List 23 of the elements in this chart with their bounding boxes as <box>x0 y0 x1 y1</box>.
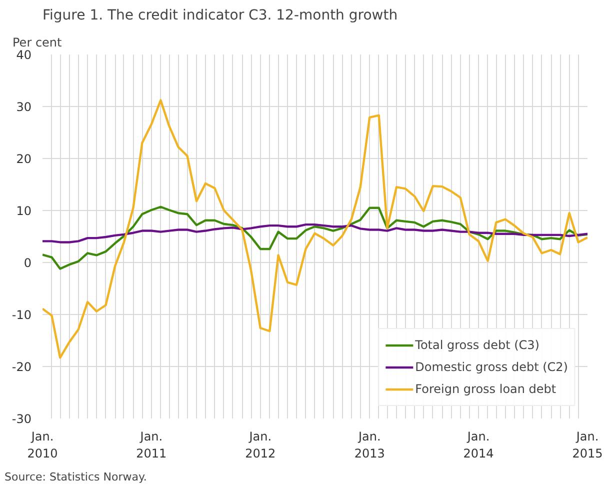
legend-label: Total gross debt (C3) <box>415 338 540 352</box>
y-tick-label: 10 <box>16 204 32 218</box>
y-tick-label: -30 <box>12 412 32 426</box>
legend-label: Foreign gross loan debt <box>415 382 556 396</box>
line-series <box>42 99 588 359</box>
legend-label: Domestic gross debt (C2) <box>415 360 568 374</box>
chart-title: Figure 1. The credit indicator C3. 12-month growth <box>42 8 398 24</box>
x-tick-label: Jan. 2011 <box>136 430 167 460</box>
y-tick-label: -10 <box>12 308 32 322</box>
y-tick-label: 40 <box>16 48 32 62</box>
y-axis-title: Per cent <box>12 36 62 50</box>
x-tick-label: Jan. 2012 <box>245 430 276 460</box>
y-tick-label: 20 <box>16 152 32 166</box>
source-note: Source: Statistics Norway. <box>4 470 147 484</box>
y-tick-label: 0 <box>24 256 32 270</box>
y-tick-label: -20 <box>12 360 32 374</box>
line-series <box>42 223 588 244</box>
x-tick-label: Jan. 2010 <box>27 430 58 460</box>
x-tick-label: Jan. 2013 <box>354 430 385 460</box>
x-tick-label: Jan. 2015 <box>572 430 603 460</box>
line-series <box>42 206 588 270</box>
y-tick-label: 30 <box>16 100 32 114</box>
x-tick-label: Jan. 2014 <box>463 430 494 460</box>
